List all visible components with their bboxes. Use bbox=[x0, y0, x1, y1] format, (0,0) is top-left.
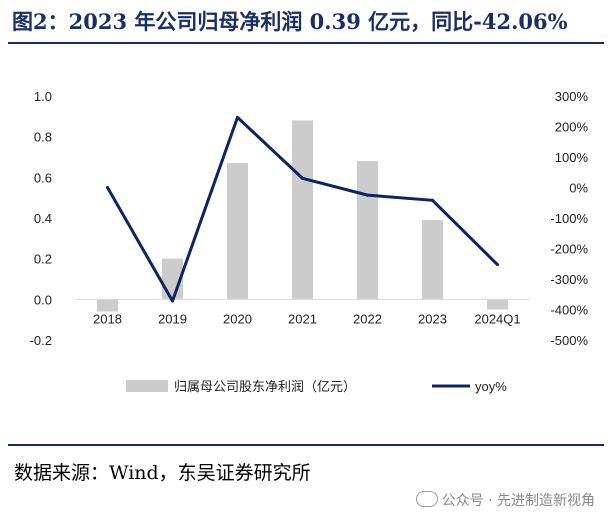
right-tick-label: -500% bbox=[550, 333, 588, 348]
right-tick-label: -400% bbox=[550, 303, 588, 318]
watermark: 公众号 · 先进制造新视角 bbox=[415, 490, 595, 510]
right-tick-label: 200% bbox=[555, 120, 589, 135]
left-tick-label: 1.0 bbox=[34, 89, 52, 104]
legend-label-line: yoy% bbox=[475, 379, 507, 394]
line-layer bbox=[106, 115, 499, 303]
yoy-point-2018 bbox=[106, 186, 109, 189]
left-tick-label: 0.4 bbox=[34, 211, 52, 226]
x-tick-label: 2022 bbox=[353, 311, 382, 326]
yoy-point-2020 bbox=[236, 115, 239, 119]
watermark-text: 公众号 · 先进制造新视角 bbox=[441, 493, 595, 509]
left-tick-label: 0.8 bbox=[34, 130, 52, 145]
right-tick-label: -200% bbox=[550, 242, 588, 257]
left-tick-label: 0.6 bbox=[34, 170, 52, 185]
x-tick-label: 2019 bbox=[158, 311, 187, 326]
left-tick-label: -0.2 bbox=[30, 333, 52, 348]
bar-2023 bbox=[422, 220, 443, 300]
bar-2018 bbox=[97, 299, 118, 312]
right-tick-label: 100% bbox=[555, 150, 589, 165]
yoy-point-2024Q1 bbox=[496, 263, 499, 267]
right-tick-label: -300% bbox=[550, 272, 588, 287]
combo-chart: -0.2 0.0 0.2 0.4 0.6 0.8 1.0 -500% -400% -300% -2… bbox=[30, 89, 589, 394]
chart-title: 图2：2023 年公司归母净利润 0.39 亿元，同比-42.06% bbox=[12, 9, 568, 34]
bar-2024Q1 bbox=[487, 299, 508, 310]
legend-label-bar: 归属母公司股东净利润（亿元） bbox=[174, 379, 356, 394]
bar-2022 bbox=[357, 161, 378, 300]
legend: 归属母公司股东净利润（亿元） yoy% bbox=[126, 379, 507, 394]
left-tick-label: 0.0 bbox=[34, 292, 52, 307]
x-tick-label: 2020 bbox=[223, 311, 252, 326]
bar-2021 bbox=[292, 120, 313, 300]
left-axis-ticks: -0.2 0.0 0.2 0.4 0.6 0.8 1.0 bbox=[30, 89, 52, 348]
title-divider bbox=[8, 42, 604, 44]
yoy-point-2023 bbox=[431, 198, 434, 202]
yoy-point-2021 bbox=[301, 176, 304, 180]
right-tick-label: 0% bbox=[569, 181, 588, 196]
right-axis-ticks: -500% -400% -300% -200% -100% 0% 100% 200% 300% bbox=[550, 89, 588, 348]
wechat-icon bbox=[415, 491, 438, 507]
footer-divider bbox=[8, 444, 604, 446]
bar-2020 bbox=[227, 163, 248, 300]
x-tick-label: 2018 bbox=[93, 311, 122, 326]
yoy-point-2022 bbox=[366, 193, 369, 197]
left-tick-label: 0.2 bbox=[34, 252, 52, 267]
x-axis-ticks: 2018 2019 2020 2021 2022 2023 2024Q1 bbox=[93, 311, 521, 326]
x-tick-label: 2023 bbox=[418, 311, 447, 326]
x-tick-label: 2021 bbox=[288, 311, 317, 326]
bars-layer bbox=[97, 120, 508, 312]
right-tick-label: -100% bbox=[550, 211, 588, 226]
source-note: 数据来源：Wind，东吴证券研究所 bbox=[14, 462, 311, 484]
yoy-point-2019 bbox=[171, 299, 174, 303]
x-tick-label: 2024Q1 bbox=[474, 311, 520, 326]
legend-swatch-bar bbox=[126, 380, 168, 392]
right-tick-label: 300% bbox=[555, 89, 589, 104]
